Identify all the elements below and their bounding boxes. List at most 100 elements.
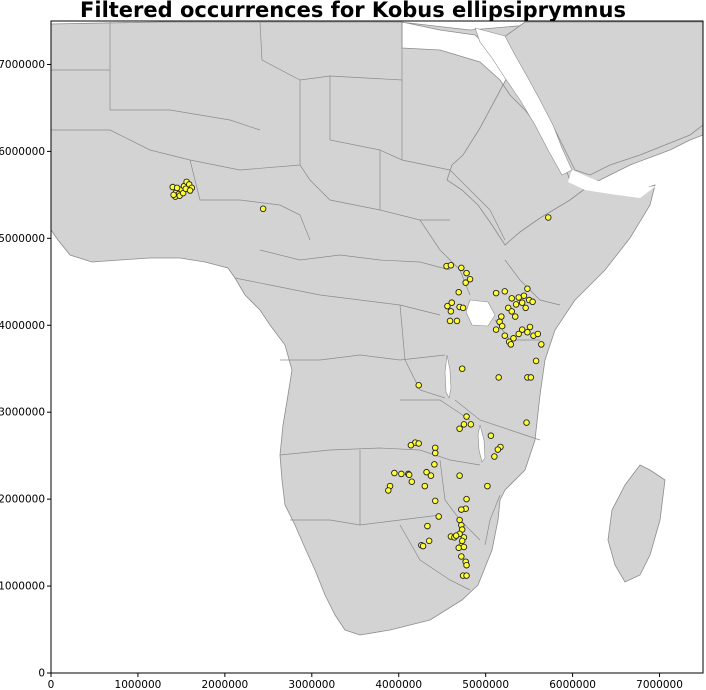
occurrence-point bbox=[501, 332, 509, 339]
occurrence-point bbox=[458, 365, 466, 372]
x-tick-label: 6000000 bbox=[549, 679, 596, 690]
occurrence-point bbox=[508, 295, 515, 302]
occurrence-point bbox=[460, 421, 468, 428]
occurrence-point bbox=[385, 487, 392, 494]
occurrence-point bbox=[484, 482, 491, 490]
occurrence-point bbox=[510, 335, 517, 342]
occurrence-point bbox=[520, 292, 528, 299]
occurrence-point bbox=[529, 298, 536, 306]
y-tick-label: 1000000 bbox=[0, 581, 45, 593]
occurrence-point bbox=[515, 330, 522, 338]
occurrence-point bbox=[398, 470, 405, 478]
occurrence-point bbox=[467, 421, 475, 428]
lake-tanganyika bbox=[444, 354, 452, 399]
red-sea bbox=[474, 27, 573, 176]
occurrence-point bbox=[405, 471, 413, 479]
lake-malawi bbox=[477, 424, 486, 463]
occurrence-point bbox=[463, 495, 470, 503]
country-borders bbox=[51, 21, 561, 591]
occurrence-point bbox=[453, 317, 461, 325]
occurrence-point bbox=[466, 275, 474, 283]
occurrence-point bbox=[173, 184, 181, 192]
occurrence-point bbox=[463, 572, 470, 579]
occurrence-point bbox=[456, 472, 463, 479]
occurrence-point bbox=[534, 330, 542, 338]
occurrence-point bbox=[522, 304, 529, 312]
occurrence-point bbox=[498, 322, 506, 330]
madagascar bbox=[607, 464, 666, 583]
y-tick-label: 3000000 bbox=[0, 407, 45, 419]
occurrence-point bbox=[455, 288, 462, 296]
occurrence-points bbox=[169, 178, 552, 579]
occurrence-point bbox=[415, 382, 422, 389]
occurrence-point bbox=[421, 482, 429, 490]
gulf-of-aden bbox=[568, 170, 656, 198]
x-tick-label: 2000000 bbox=[201, 679, 248, 690]
occurrence-point bbox=[458, 264, 465, 272]
occurrence-point bbox=[391, 469, 398, 477]
occurrence-point bbox=[527, 374, 535, 381]
occurrence-point bbox=[435, 513, 442, 520]
occurrence-point bbox=[431, 497, 439, 505]
occurrence-point bbox=[431, 444, 439, 452]
occurrence-point bbox=[452, 532, 460, 539]
y-tick-label: 0 bbox=[38, 668, 45, 680]
occurrence-point bbox=[424, 522, 431, 530]
occurrence-point bbox=[507, 341, 515, 348]
occurrence-point bbox=[458, 506, 465, 513]
x-tick-label: 3000000 bbox=[288, 679, 335, 690]
occurrence-point bbox=[447, 308, 455, 315]
occurrence-point bbox=[511, 313, 519, 320]
occurrence-point bbox=[423, 468, 430, 476]
y-tick-label: 7000000 bbox=[0, 59, 45, 71]
basemap bbox=[51, 21, 703, 636]
occurrence-point bbox=[512, 301, 520, 308]
occurrence-point bbox=[456, 516, 463, 524]
occurrence-point bbox=[508, 308, 515, 315]
occurrence-point bbox=[492, 289, 500, 297]
y-tick-label: 5000000 bbox=[0, 233, 45, 245]
occurrence-point bbox=[458, 553, 465, 560]
y-axis: 0 1000000 2000000 3000000 4000000 5000000 6000… bbox=[0, 59, 51, 680]
occurrence-point bbox=[462, 279, 469, 286]
occurrence-point bbox=[425, 537, 433, 545]
occurrence-point bbox=[408, 478, 416, 485]
occurrence-point bbox=[532, 357, 540, 365]
occurrence-point bbox=[431, 449, 439, 457]
occurrence-point bbox=[458, 537, 466, 545]
occurrence-point bbox=[407, 441, 415, 449]
occurrence-point bbox=[444, 302, 451, 310]
occurrence-point bbox=[463, 269, 470, 277]
occurrence-point bbox=[446, 317, 454, 325]
x-tick-label: 4000000 bbox=[375, 679, 422, 690]
occurrence-point bbox=[518, 299, 526, 306]
occurrence-point bbox=[523, 419, 530, 426]
occurrence-point bbox=[460, 543, 468, 551]
occurrence-point bbox=[495, 374, 502, 381]
occurrence-point bbox=[427, 472, 435, 479]
occurrence-point bbox=[415, 440, 422, 447]
occurrence-point bbox=[456, 425, 463, 432]
x-axis: 0 1000000 2000000 3000000 4000000 5000000 6000… bbox=[48, 673, 683, 690]
occurrence-point bbox=[448, 299, 456, 306]
africa-landmass bbox=[51, 21, 703, 636]
occurrence-point bbox=[447, 262, 455, 269]
occurrence-point bbox=[526, 323, 534, 331]
y-tick-label: 4000000 bbox=[0, 320, 45, 332]
x-tick-label: 0 bbox=[48, 679, 55, 690]
occurrence-point bbox=[487, 432, 495, 439]
y-tick-label: 2000000 bbox=[0, 494, 45, 506]
occurrence-point bbox=[463, 561, 470, 569]
occurrence-point bbox=[515, 294, 522, 301]
occurrence-point bbox=[431, 461, 438, 468]
occurrence-point bbox=[186, 187, 194, 194]
occurrence-point bbox=[419, 542, 427, 550]
occurrence-point bbox=[170, 191, 177, 199]
occurrence-point bbox=[501, 288, 509, 295]
occurrence-point bbox=[259, 205, 267, 213]
x-tick-label: 7000000 bbox=[636, 679, 683, 690]
occurrence-point bbox=[492, 326, 500, 333]
lake-victoria bbox=[465, 299, 496, 327]
occurrence-point bbox=[518, 326, 526, 333]
